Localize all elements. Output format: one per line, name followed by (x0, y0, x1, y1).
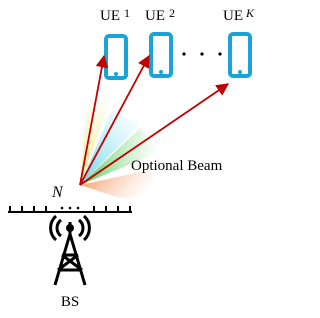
phone-buttons (114, 70, 242, 76)
phone-button (114, 72, 118, 76)
phone (106, 36, 126, 78)
phone-button (238, 70, 242, 74)
phones (106, 34, 250, 78)
phone-button (159, 70, 163, 74)
phone (151, 34, 171, 76)
antenna-label: N (51, 184, 64, 201)
phone (230, 34, 250, 76)
bs-label: BS (61, 294, 79, 310)
tower-top (66, 224, 74, 232)
array-dots (61, 207, 80, 210)
ellipsis (182, 52, 221, 55)
beam-label: Optional Beam (131, 158, 223, 174)
